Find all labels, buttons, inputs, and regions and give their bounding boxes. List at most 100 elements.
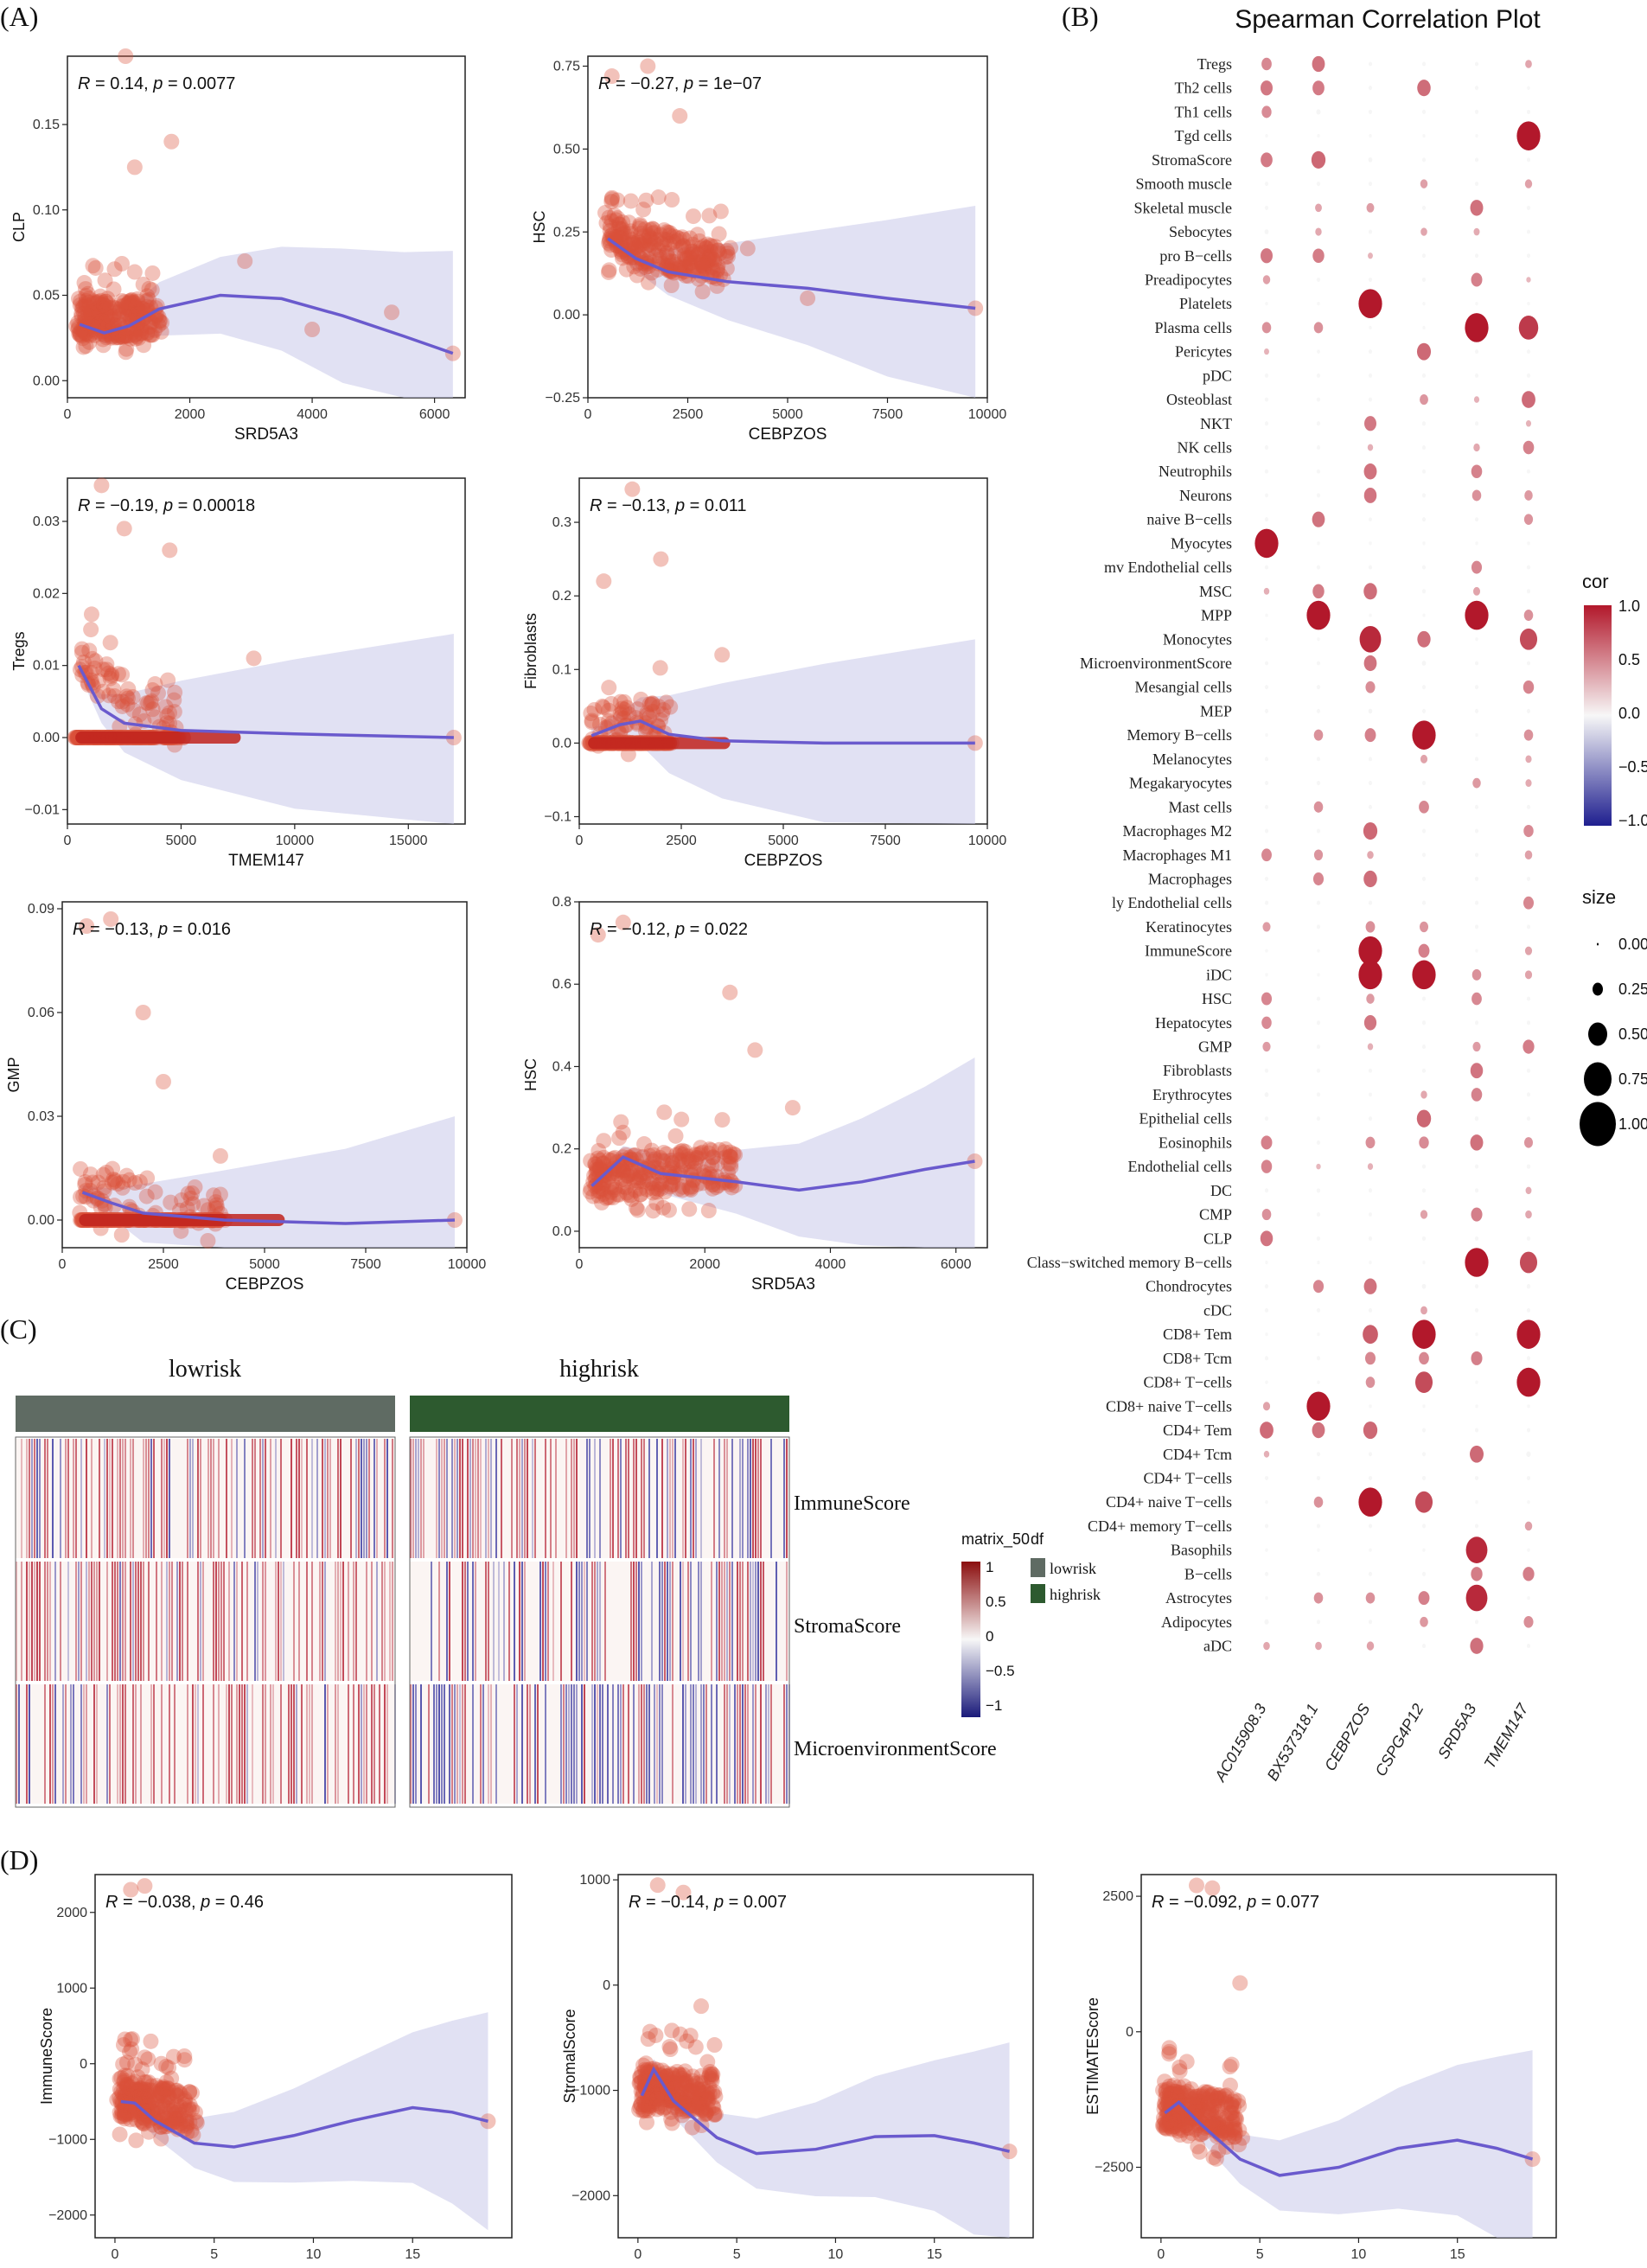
heatmap-cell	[355, 1439, 357, 1558]
correlation-bubble	[1317, 1260, 1320, 1265]
correlation-bubble	[1421, 828, 1427, 834]
heatmap-cell	[301, 1684, 303, 1804]
heatmap-cell	[444, 1684, 445, 1804]
correlation-bubble	[1368, 373, 1373, 378]
heatmap-cell	[550, 1439, 552, 1558]
heatmap-cell	[667, 1562, 668, 1681]
data-point	[444, 345, 461, 361]
data-point	[95, 331, 112, 348]
column-label: CEBPZOS	[1321, 1701, 1373, 1774]
correlation-bubble	[1524, 1521, 1533, 1531]
heatmap-cell	[140, 1684, 142, 1804]
correlation-bubble	[1474, 1115, 1479, 1121]
data-point	[598, 214, 615, 231]
correlation-bubble	[1368, 804, 1373, 809]
correlation-bubble	[1526, 469, 1531, 474]
data-point	[130, 300, 146, 316]
heatmap-cell	[236, 1439, 238, 1558]
correlation-bubble	[1474, 757, 1479, 762]
row-label: Melanocytes	[1152, 751, 1232, 768]
y-tick-label: 2000	[56, 1906, 87, 1920]
data-point	[646, 234, 662, 251]
heatmap-cell	[672, 1562, 673, 1681]
correlation-annotation: R = −0.14, p = 0.007	[629, 1893, 787, 1912]
heatmap-cell	[386, 1439, 388, 1558]
heat-tick-label: −0.5	[986, 1663, 1015, 1679]
panel-label-d: (D)	[0, 1844, 38, 1875]
data-point	[134, 300, 150, 316]
correlation-bubble	[1316, 1307, 1321, 1313]
heatmap-cell	[581, 1562, 583, 1681]
row-label: CD4+ T−cells	[1144, 1469, 1232, 1486]
y-tick-label: 0.6	[552, 977, 571, 992]
data-point	[667, 253, 683, 270]
heatmap-cell	[527, 1439, 528, 1558]
correlation-bubble	[1316, 397, 1321, 402]
data-point	[118, 300, 135, 316]
heatmap-cell	[620, 1684, 622, 1804]
heatmap-cell	[353, 1684, 354, 1804]
data-point	[608, 212, 624, 228]
data-point	[646, 224, 662, 240]
heatmap-cell	[161, 1684, 163, 1804]
data-point	[144, 314, 160, 330]
heatmap-cell	[669, 1439, 671, 1558]
size-tick-label: 0.50	[1618, 1025, 1647, 1043]
data-point	[682, 255, 699, 272]
correlation-bubble	[1421, 253, 1427, 259]
correlation-bubble	[1474, 1428, 1479, 1433]
correlation-bubble	[1421, 1020, 1427, 1025]
heatmap-cell	[477, 1439, 479, 1558]
heatmap-cell	[99, 1439, 100, 1558]
heatmap-cell	[21, 1439, 22, 1558]
correlation-bubble	[1421, 685, 1427, 690]
correlation-bubble	[1523, 440, 1535, 455]
data-point	[710, 242, 726, 259]
data-point	[139, 325, 156, 342]
heatmap-cell	[514, 1562, 515, 1681]
heatmap-cell	[119, 1684, 121, 1804]
row-label: GMP	[1198, 1038, 1232, 1056]
correlation-bubble	[1414, 1491, 1433, 1513]
data-point	[649, 2091, 666, 2107]
correlation-bubble	[1422, 302, 1426, 306]
heatmap-cell	[695, 1439, 697, 1558]
data-point	[144, 282, 160, 298]
data-point	[97, 272, 113, 289]
data-point	[98, 298, 114, 315]
heatmap-cell	[444, 1439, 445, 1558]
data-point	[709, 278, 725, 294]
heatmap-cell	[150, 1439, 152, 1558]
correlation-bubble	[1363, 822, 1378, 840]
correlation-bubble	[1421, 1044, 1427, 1050]
data-point	[118, 309, 135, 325]
heatmap-cell	[148, 1439, 150, 1558]
data-point	[644, 225, 661, 241]
heatmap-cell	[661, 1439, 663, 1558]
heatmap-cell	[641, 1439, 642, 1558]
heatmap-cell	[117, 1562, 118, 1681]
correlation-bubble	[1526, 1307, 1531, 1313]
data-point	[94, 295, 111, 311]
data-point	[144, 682, 161, 699]
correlation-bubble	[1312, 80, 1325, 96]
heatmap-cell	[744, 1684, 746, 1804]
heatmap-cell	[67, 1439, 69, 1558]
data-point	[702, 247, 718, 264]
heatmap-cell	[739, 1562, 741, 1681]
heatmap-cell	[54, 1562, 56, 1681]
correlation-bubble	[1526, 1428, 1531, 1433]
correlation-bubble	[1471, 1088, 1483, 1102]
heatmap-cell	[122, 1684, 124, 1804]
data-point	[128, 299, 144, 316]
correlation-bubble	[1313, 801, 1324, 813]
correlation-bubble	[1475, 1332, 1478, 1337]
data-point	[71, 326, 87, 342]
correlation-bubble	[1261, 105, 1272, 118]
correlation-bubble	[1526, 1475, 1531, 1481]
data-point	[83, 664, 99, 680]
data-point	[699, 249, 715, 265]
row-label: CD4+ memory T−cells	[1088, 1517, 1232, 1535]
heatmap-cell	[770, 1684, 772, 1804]
data-point	[643, 265, 660, 281]
